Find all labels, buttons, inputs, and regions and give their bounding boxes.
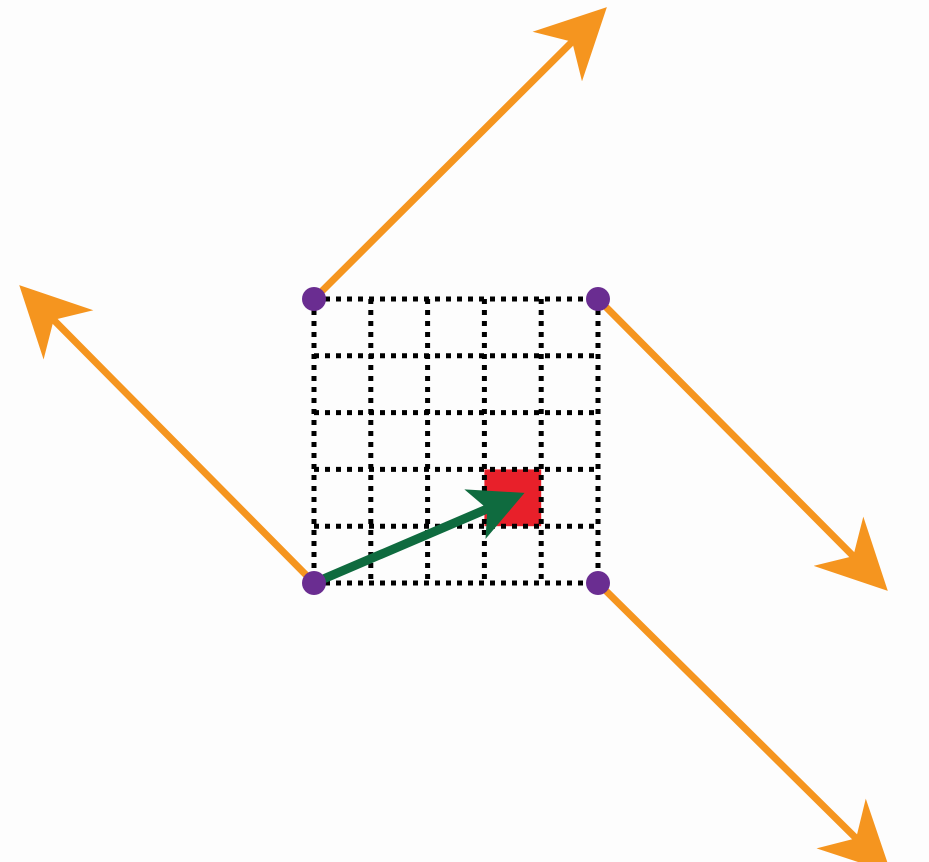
- highlighted-grid-cell: [484, 469, 542, 527]
- dotted-grid: [311, 296, 601, 586]
- corner-arrows-group: [19, 7, 891, 862]
- arrow-up-left-from-bottom-left: [19, 285, 318, 587]
- corner-point-bottom-right: [586, 571, 610, 595]
- green-arrow-to-highlighted-cell: [309, 489, 525, 588]
- arrow-up-right-from-top-left: [310, 7, 607, 303]
- corner-points-group: [302, 287, 610, 595]
- corner-point-top-left: [302, 287, 326, 311]
- corner-point-top-right: [586, 287, 610, 311]
- arrow-down-right-from-top-right: [594, 295, 888, 591]
- corner-point-bottom-left: [302, 571, 326, 595]
- arrow-down-right-from-bottom-right: [594, 579, 891, 862]
